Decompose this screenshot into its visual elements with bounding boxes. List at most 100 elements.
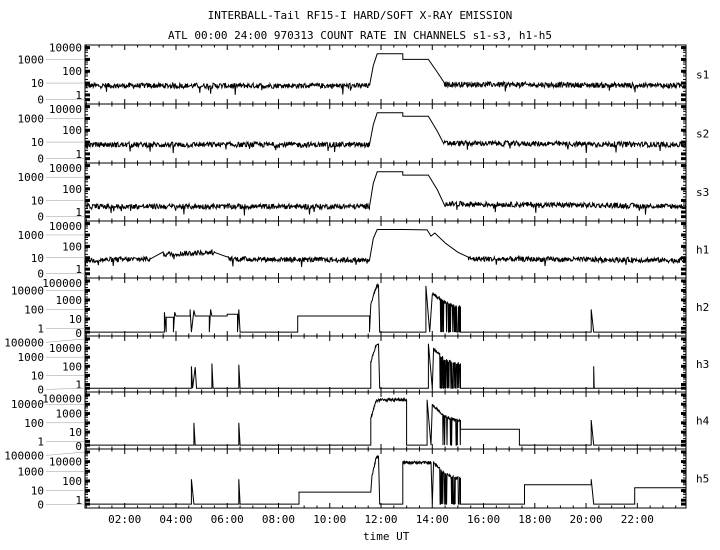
y-tick — [85, 402, 90, 406]
y-tick-label: 10000 — [49, 220, 82, 233]
series-line-h2 — [85, 282, 686, 333]
series-line-s3 — [85, 171, 687, 216]
y-tick-label: 1000 — [18, 171, 45, 184]
y-tick — [681, 421, 686, 425]
y-tick — [85, 267, 90, 271]
x-tick-label: 18:00 — [518, 513, 551, 526]
y-tick — [85, 187, 90, 191]
y-tick — [85, 93, 90, 97]
y-tick — [681, 288, 686, 292]
y-tick — [85, 198, 90, 202]
y-tick-label: 1 — [37, 435, 44, 448]
y-tick-label: 10000 — [49, 103, 82, 116]
y-tick — [681, 81, 686, 85]
y-tick-label: 0 — [37, 383, 44, 396]
y-tick-label: 1 — [75, 89, 82, 102]
y-tick — [681, 244, 686, 248]
y-label-leader — [45, 338, 86, 343]
y-tick-label: 100 — [62, 124, 82, 137]
y-tick-label: 10000 — [49, 456, 82, 469]
y-tick — [681, 393, 686, 397]
y-tick — [85, 489, 90, 493]
panel-label-h2: h2 — [696, 301, 709, 314]
y-label-leader — [45, 451, 86, 456]
y-tick-label: 1000 — [18, 53, 45, 66]
y-tick-label: 1000 — [56, 408, 83, 421]
series-line-h4 — [85, 397, 686, 446]
panel-label-h3: h3 — [696, 358, 709, 371]
y-tick — [681, 317, 686, 321]
panel-label-h5: h5 — [696, 473, 709, 486]
y-tick-label: 1000 — [18, 465, 45, 478]
y-tick — [85, 355, 90, 359]
y-tick-label: 1 — [75, 206, 82, 219]
y-tick-label: 0 — [75, 440, 82, 453]
y-tick-label: 1000 — [18, 229, 45, 242]
y-tick — [681, 187, 686, 191]
y-tick — [85, 364, 90, 368]
y-tick — [681, 373, 686, 377]
x-tick-label: 08:00 — [262, 513, 295, 526]
y-tick — [681, 272, 686, 276]
y-tick — [85, 430, 90, 434]
y-tick — [85, 272, 90, 276]
y-tick — [681, 279, 686, 283]
y-label-leader — [45, 387, 86, 390]
series-line-h5 — [85, 455, 686, 505]
y-tick — [85, 469, 90, 473]
y-tick — [85, 46, 90, 50]
y-tick — [85, 383, 90, 387]
y-tick — [681, 460, 686, 464]
y-tick-label: 0 — [37, 153, 44, 166]
panel-frame — [84, 448, 687, 509]
y-tick-label: 1 — [75, 148, 82, 161]
y-tick-label: 100000 — [42, 393, 82, 406]
y-tick — [85, 98, 90, 102]
y-tick-label: 10 — [31, 252, 44, 265]
x-tick-label: 12:00 — [364, 513, 397, 526]
y-tick — [85, 256, 90, 260]
y-tick — [85, 128, 90, 132]
y-tick-label: 100000 — [42, 277, 82, 290]
y-tick — [681, 152, 686, 156]
y-tick — [85, 81, 90, 85]
y-tick — [85, 105, 90, 109]
y-tick — [681, 57, 686, 61]
series-line-s1 — [84, 53, 687, 95]
y-tick-label: 10 — [31, 77, 44, 90]
y-tick — [681, 337, 686, 341]
x-tick-label: 04:00 — [159, 513, 192, 526]
x-tick-label: 16:00 — [467, 513, 500, 526]
y-tick-label: 10 — [69, 313, 82, 326]
y-tick — [681, 215, 686, 219]
y-tick — [85, 222, 90, 226]
series-line-h3 — [85, 343, 686, 389]
y-tick-label: 1 — [75, 263, 82, 276]
x-tick-label: 10:00 — [313, 513, 346, 526]
y-tick — [681, 364, 686, 368]
y-tick — [85, 326, 90, 330]
panel-frame — [84, 277, 687, 337]
y-tick-label: 10000 — [49, 42, 82, 55]
y-tick — [681, 116, 686, 120]
y-tick — [85, 393, 90, 397]
y-tick-label: 1 — [75, 494, 82, 507]
y-tick-label: 0 — [37, 499, 44, 512]
y-tick-label: 100 — [62, 183, 82, 196]
y-tick-label: 100 — [62, 475, 82, 488]
y-tick — [681, 326, 686, 330]
y-tick — [681, 430, 686, 434]
y-tick — [85, 244, 90, 248]
y-tick — [85, 298, 90, 302]
y-tick-label: 1000 — [18, 112, 45, 125]
y-tick — [681, 98, 686, 102]
y-tick — [85, 210, 90, 214]
y-tick — [681, 267, 686, 271]
